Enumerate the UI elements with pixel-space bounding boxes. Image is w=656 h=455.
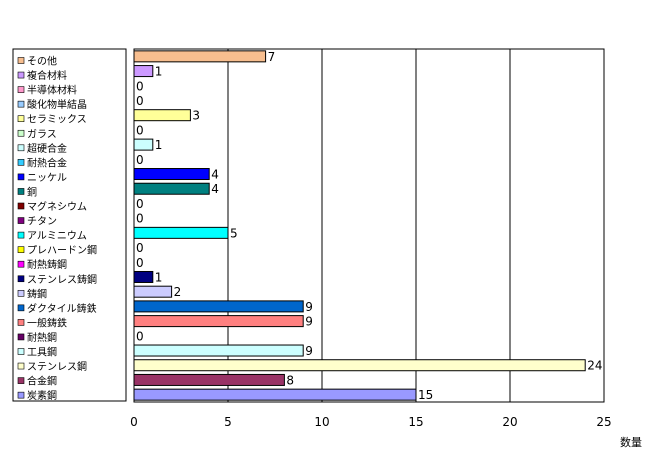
bar bbox=[133, 65, 154, 78]
bar bbox=[133, 270, 154, 283]
legend-swatch bbox=[17, 217, 25, 224]
data-label: 0 bbox=[136, 329, 144, 343]
bar bbox=[133, 300, 304, 313]
data-label: 5 bbox=[230, 226, 238, 240]
legend-box bbox=[12, 48, 127, 402]
legend-swatch bbox=[17, 333, 25, 341]
legend-swatch bbox=[17, 173, 25, 181]
data-label: 3 bbox=[192, 109, 200, 123]
data-label: 0 bbox=[136, 153, 144, 167]
legend-swatch bbox=[17, 304, 25, 312]
legend-swatch bbox=[17, 188, 25, 195]
legend-swatch bbox=[17, 391, 25, 399]
legend-label: 炭素鋼 bbox=[27, 389, 57, 402]
data-label: 0 bbox=[136, 94, 144, 108]
x-tick-label: 20 bbox=[502, 415, 517, 429]
x-axis-title: 数量 bbox=[620, 436, 642, 449]
legend-label: 工具鋼 bbox=[27, 346, 57, 359]
legend-label: その他 bbox=[27, 55, 57, 68]
legend-label: 合金鋼 bbox=[27, 375, 57, 388]
legend-label: ステンレス鋼 bbox=[27, 360, 87, 373]
x-tick-label: 0 bbox=[130, 415, 138, 429]
legend-label: マグネシウム bbox=[27, 200, 87, 213]
data-label: 24 bbox=[587, 359, 602, 373]
legend-label: ダクタイル鋳鉄 bbox=[27, 302, 97, 315]
legend-label: ニッケル bbox=[27, 172, 67, 184]
bar bbox=[133, 168, 210, 181]
legend-swatch bbox=[17, 115, 25, 122]
data-label: 7 bbox=[268, 50, 276, 64]
bar bbox=[133, 226, 229, 239]
legend-label: 超硬合金 bbox=[27, 142, 67, 155]
legend-swatch bbox=[17, 260, 25, 268]
legend-swatch bbox=[17, 71, 25, 79]
bar bbox=[133, 344, 304, 357]
legend-swatch bbox=[17, 144, 25, 152]
x-tick-label: 25 bbox=[596, 415, 611, 429]
data-label: 9 bbox=[305, 315, 313, 329]
bar bbox=[133, 50, 267, 63]
legend-label: 耐熱合金 bbox=[27, 156, 67, 169]
bar bbox=[133, 359, 586, 372]
legend-swatch bbox=[17, 202, 25, 210]
legend-label: セラミックス bbox=[27, 114, 87, 126]
legend-label: ステンレス鋳鋼 bbox=[27, 273, 97, 286]
bar bbox=[133, 109, 191, 122]
data-label: 8 bbox=[286, 373, 294, 387]
bar bbox=[133, 285, 173, 298]
legend-label: 鋳鋼 bbox=[27, 287, 47, 300]
data-label: 0 bbox=[136, 79, 144, 93]
legend-swatch bbox=[17, 275, 25, 283]
legend-swatch bbox=[17, 129, 25, 137]
data-label: 1 bbox=[155, 270, 163, 284]
legend-swatch bbox=[17, 231, 25, 239]
legend-swatch bbox=[17, 362, 25, 370]
legend-label: チタン bbox=[27, 216, 57, 228]
x-tick-label: 10 bbox=[314, 415, 329, 429]
legend-label: 半導体材料 bbox=[27, 84, 77, 97]
legend-swatch bbox=[17, 100, 25, 108]
legend-swatch bbox=[17, 57, 25, 64]
legend-label: アルミニウム bbox=[27, 230, 87, 242]
data-label: 1 bbox=[155, 138, 163, 152]
legend-swatch bbox=[17, 348, 25, 355]
legend-swatch bbox=[17, 289, 25, 297]
legend-label: 銅 bbox=[27, 185, 37, 198]
legend-label: プレハードン鋼 bbox=[27, 244, 97, 257]
data-label: 0 bbox=[136, 123, 144, 137]
bar bbox=[133, 388, 417, 401]
x-tick-label: 15 bbox=[408, 415, 423, 429]
legend-label: 耐熱鋼 bbox=[27, 331, 57, 344]
data-label: 15 bbox=[418, 388, 433, 402]
x-tick-label: 5 bbox=[224, 415, 232, 429]
data-label: 0 bbox=[136, 197, 144, 211]
bar bbox=[133, 182, 210, 195]
data-label: 1 bbox=[155, 65, 163, 79]
data-label: 2 bbox=[174, 285, 182, 299]
legend-swatch bbox=[17, 86, 25, 93]
data-label: 4 bbox=[211, 168, 219, 182]
data-label: 0 bbox=[136, 212, 144, 226]
legend-swatch bbox=[17, 159, 25, 166]
legend-label: 耐熱鋳鋼 bbox=[27, 258, 67, 271]
bar bbox=[133, 138, 154, 151]
legend-swatch bbox=[17, 377, 25, 384]
legend-label: 一般鋳鉄 bbox=[27, 316, 67, 329]
data-label: 4 bbox=[211, 182, 219, 196]
legend-label: ガラス bbox=[27, 128, 57, 140]
bar bbox=[133, 315, 304, 328]
legend-label: 酸化物単結晶 bbox=[27, 98, 87, 111]
data-label: 9 bbox=[305, 300, 313, 314]
plot-area bbox=[133, 48, 605, 403]
data-label: 0 bbox=[136, 241, 144, 255]
legend-label: 複合材料 bbox=[27, 69, 67, 82]
legend-swatch bbox=[17, 246, 25, 253]
data-label: 0 bbox=[136, 256, 144, 270]
bar bbox=[133, 373, 285, 386]
legend-swatch bbox=[17, 319, 25, 326]
data-label: 9 bbox=[305, 344, 313, 358]
